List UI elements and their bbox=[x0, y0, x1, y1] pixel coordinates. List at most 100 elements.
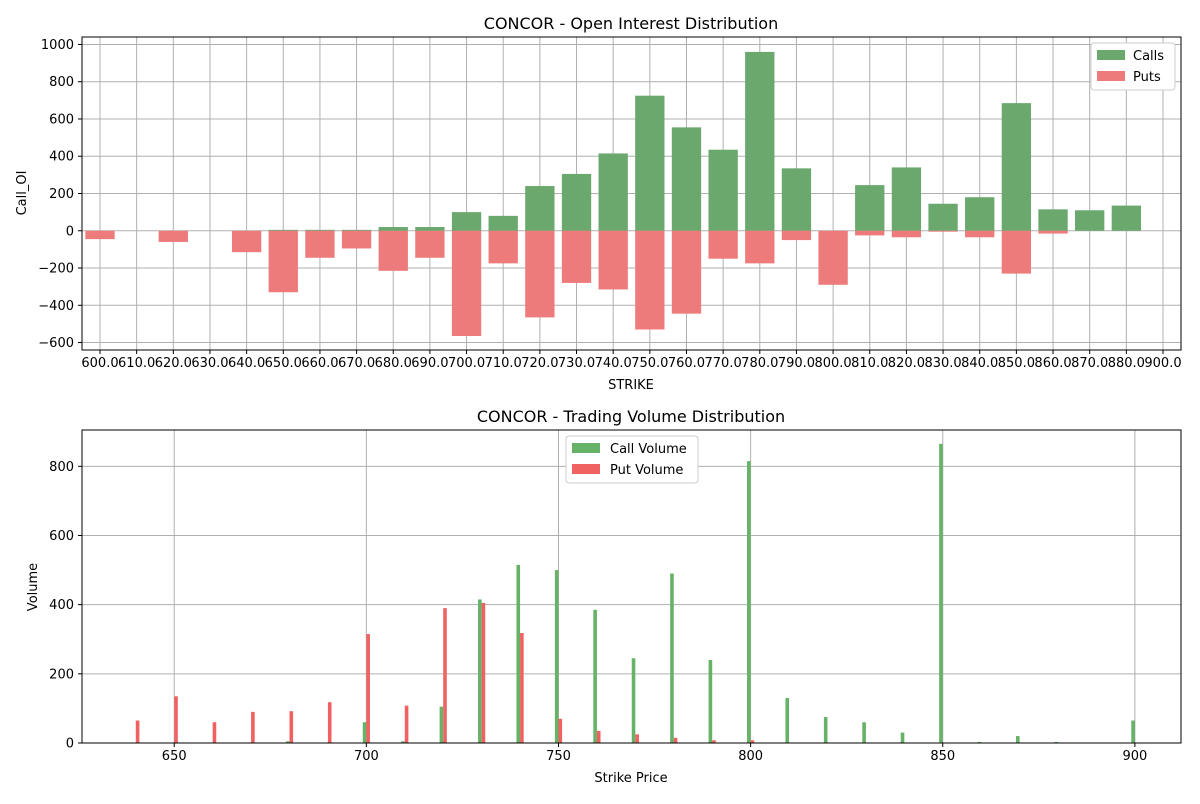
oi-x-tick-label: 810.0 bbox=[851, 356, 888, 371]
calls-bar bbox=[1038, 209, 1068, 231]
put-volume-bar bbox=[673, 737, 678, 743]
call-volume-bar bbox=[554, 570, 559, 743]
oi-x-tick-label: 840.0 bbox=[961, 356, 998, 371]
legend-swatch-calls bbox=[1097, 50, 1125, 60]
volume-x-tick-label: 900 bbox=[1122, 749, 1147, 764]
trading-volume-chart: CONCOR - Trading Volume Distribution Str… bbox=[26, 407, 1182, 786]
calls-bar bbox=[341, 229, 372, 231]
call-volume-bar bbox=[362, 722, 367, 743]
calls-bar bbox=[1111, 205, 1142, 231]
put-volume-bar bbox=[366, 634, 370, 743]
oi-x-tick-label: 870.0 bbox=[1071, 356, 1108, 371]
puts-bar bbox=[231, 230, 262, 253]
puts-bar bbox=[525, 230, 555, 318]
call-volume-bar bbox=[285, 741, 290, 743]
put-volume-bar bbox=[520, 633, 524, 743]
puts-bar bbox=[928, 230, 958, 232]
call-volume-bar bbox=[1131, 720, 1135, 743]
put-volume-bar bbox=[596, 730, 601, 743]
calls-bar bbox=[1001, 103, 1032, 231]
volume-y-tick-label: 0 bbox=[66, 737, 74, 752]
calls-bar bbox=[635, 95, 665, 231]
volume-x-tick-label: 800 bbox=[738, 749, 763, 764]
call-volume-bar bbox=[862, 722, 866, 743]
oi-x-tick-label: 720.0 bbox=[521, 356, 558, 371]
call-volume-bar bbox=[900, 732, 905, 743]
legend-label-call-volume: Call Volume bbox=[610, 442, 687, 457]
call-volume-bar bbox=[670, 573, 674, 743]
call-volume-bar bbox=[747, 461, 751, 743]
oi-x-tick-label: 710.0 bbox=[485, 356, 522, 371]
call-volume-bar bbox=[785, 698, 790, 743]
oi-y-tick-label: 400 bbox=[49, 150, 74, 165]
oi-x-tick-label: 660.0 bbox=[301, 356, 338, 371]
put-volume-bar bbox=[327, 702, 332, 743]
oi-plot-frame bbox=[81, 36, 1182, 351]
puts-bar bbox=[488, 230, 518, 264]
oi-x-tick-label: 700.0 bbox=[448, 356, 485, 371]
puts-bar bbox=[305, 230, 335, 258]
calls-bar bbox=[855, 185, 885, 231]
legend-label-calls: Calls bbox=[1133, 49, 1164, 64]
puts-bar bbox=[708, 230, 738, 259]
put-volume-bar bbox=[135, 720, 140, 743]
oi-x-tick-label: 880.0 bbox=[1108, 356, 1145, 371]
oi-x-axis-label: STRIKE bbox=[608, 378, 654, 393]
volume-chart-title: CONCOR - Trading Volume Distribution bbox=[477, 407, 785, 426]
volume-x-tick-label: 700 bbox=[354, 749, 379, 764]
volume-y-tick-label: 400 bbox=[49, 598, 74, 613]
calls-bar bbox=[525, 186, 555, 231]
oi-x-tick-label: 800.0 bbox=[814, 356, 851, 371]
calls-bar bbox=[305, 229, 335, 231]
puts-bar bbox=[561, 230, 592, 283]
legend-label-puts: Puts bbox=[1133, 70, 1161, 85]
oi-y-tick-label: −200 bbox=[38, 262, 74, 277]
calls-bar bbox=[965, 197, 995, 231]
legend-swatch-put-volume bbox=[572, 464, 600, 474]
put-volume-bar bbox=[212, 722, 217, 743]
puts-bar bbox=[341, 230, 372, 249]
volume-x-tick-label: 650 bbox=[162, 749, 187, 764]
volume-x-tick-label: 750 bbox=[546, 749, 571, 764]
oi-y-axis-label: Call_OI bbox=[15, 171, 30, 216]
puts-bar bbox=[891, 230, 922, 238]
put-volume-bar bbox=[289, 711, 294, 743]
call-volume-bar bbox=[823, 717, 828, 743]
legend-swatch-puts bbox=[1097, 71, 1125, 81]
puts-bar bbox=[635, 230, 665, 330]
put-volume-bar bbox=[750, 740, 755, 743]
put-volume-bar bbox=[174, 696, 178, 743]
calls-bar bbox=[1075, 210, 1105, 231]
put-volume-bar bbox=[712, 740, 716, 743]
put-volume-bar bbox=[558, 718, 563, 743]
legend-swatch-call-volume bbox=[572, 443, 600, 453]
oi-y-tick-label: 800 bbox=[49, 75, 74, 90]
call-volume-bar bbox=[631, 658, 636, 743]
put-volume-bar bbox=[404, 705, 409, 743]
oi-x-tick-label: 770.0 bbox=[705, 356, 742, 371]
puts-bar bbox=[378, 230, 408, 271]
puts-bar bbox=[965, 230, 995, 238]
calls-bar bbox=[928, 203, 958, 231]
puts-bar bbox=[451, 230, 482, 337]
calls-bar bbox=[708, 149, 738, 231]
oi-y-tick-label: 0 bbox=[66, 224, 74, 239]
open-interest-chart: CONCOR - Open Interest Distribution STRI… bbox=[15, 14, 1182, 393]
oi-chart-title: CONCOR - Open Interest Distribution bbox=[484, 14, 778, 33]
volume-y-tick-label: 200 bbox=[49, 667, 74, 682]
calls-bar bbox=[598, 153, 628, 231]
oi-x-tick-label: 850.0 bbox=[998, 356, 1035, 371]
calls-bar bbox=[488, 215, 518, 231]
call-volume-bar bbox=[977, 741, 982, 743]
puts-bar bbox=[1038, 230, 1068, 234]
oi-y-tick-label: 200 bbox=[49, 187, 74, 202]
call-volume-bar bbox=[1054, 741, 1059, 743]
call-volume-bar bbox=[1016, 736, 1020, 743]
oi-x-tick-label: 690.0 bbox=[411, 356, 448, 371]
oi-x-tick-label: 670.0 bbox=[338, 356, 375, 371]
puts-bar bbox=[415, 230, 445, 258]
oi-x-tick-label: 680.0 bbox=[375, 356, 412, 371]
puts-bar bbox=[85, 230, 115, 240]
calls-bar bbox=[451, 212, 482, 231]
